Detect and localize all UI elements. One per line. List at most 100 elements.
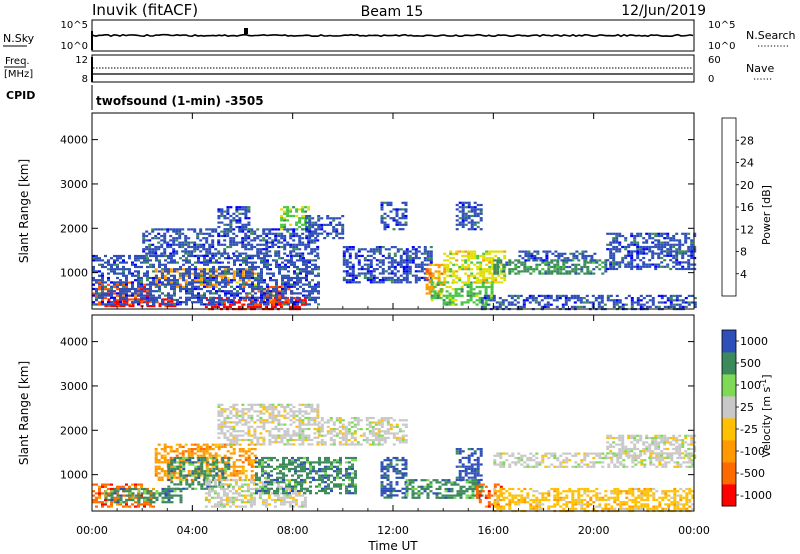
power-cell — [101, 263, 104, 266]
power-cell — [145, 234, 149, 238]
power-cell — [476, 276, 480, 280]
power-cell — [197, 261, 200, 264]
velocity-cell — [291, 487, 294, 490]
velocity-cell — [166, 476, 170, 479]
power-cell — [113, 270, 116, 273]
power-cell — [380, 203, 384, 207]
power-cell — [543, 297, 547, 300]
power-cell — [473, 206, 477, 209]
velocity-cell — [205, 448, 209, 451]
power-cell — [286, 206, 290, 209]
power-cell — [166, 228, 170, 231]
power-cell — [660, 241, 664, 244]
power-cell — [131, 272, 134, 275]
power-colorbar-label: Power [dB] — [760, 185, 773, 245]
power-cell — [387, 272, 391, 275]
power-cell — [384, 257, 388, 260]
power-cell — [206, 272, 209, 275]
velocity-cell — [267, 503, 271, 506]
power-cell — [314, 221, 318, 224]
power-cell — [224, 276, 227, 280]
power-cell — [292, 230, 296, 233]
power-cell — [244, 248, 248, 251]
power-cell — [238, 279, 242, 282]
power-cell — [247, 241, 251, 244]
power-cell — [169, 268, 173, 271]
power-cell — [241, 225, 245, 229]
power-cell — [160, 239, 164, 242]
velocity-cell — [221, 470, 225, 473]
power-cell — [160, 234, 164, 238]
power-cell — [684, 232, 688, 235]
power-cell — [479, 268, 483, 271]
power-cell — [633, 259, 637, 262]
velocity-cell — [205, 452, 209, 455]
power-cell — [639, 248, 643, 251]
velocity-cell — [179, 483, 183, 486]
velocity-cell — [270, 498, 274, 502]
power-cell — [218, 281, 221, 284]
velocity-cell — [194, 472, 198, 475]
power-cell — [173, 290, 176, 293]
power-cell — [470, 225, 474, 229]
power-cell — [113, 292, 116, 295]
power-cell — [351, 272, 355, 275]
power-cell — [624, 256, 628, 260]
power-cell — [390, 246, 394, 249]
velocity-cell — [273, 489, 276, 493]
power-cell — [151, 230, 155, 233]
power-cell — [562, 263, 566, 266]
velocity-cell — [137, 505, 140, 508]
power-cell — [184, 252, 188, 255]
power-cell — [624, 263, 628, 266]
power-cell — [107, 283, 110, 286]
power-cell — [149, 265, 152, 269]
velocity-cell — [202, 461, 206, 464]
power-cell — [184, 248, 188, 251]
velocity-cell — [231, 492, 235, 495]
velocity-cell — [273, 467, 276, 471]
nsearch-label: N.Search — [746, 29, 796, 42]
velocity-cell — [232, 443, 236, 446]
power-cell — [639, 234, 643, 238]
power-cell — [466, 285, 470, 289]
power-cell — [630, 243, 634, 246]
power-cell — [308, 230, 312, 233]
power-cell — [501, 301, 505, 304]
power-cell — [241, 239, 245, 242]
power-cell — [113, 285, 116, 289]
power-cell — [95, 287, 98, 291]
velocity-cell — [244, 470, 248, 473]
power-cell — [122, 300, 126, 303]
power-cell — [449, 261, 453, 264]
power-cell — [454, 303, 458, 306]
power-cell — [149, 298, 152, 302]
power-cell — [369, 270, 373, 273]
power-cell — [485, 276, 489, 280]
power-cell — [284, 283, 287, 286]
velocity-cell — [154, 456, 158, 459]
power-cell — [338, 223, 342, 226]
power-cell — [669, 259, 673, 262]
power-cell — [511, 268, 515, 271]
velocity-cell — [300, 463, 303, 466]
power-cell — [217, 217, 221, 220]
velocity-cell — [261, 472, 264, 475]
power-cell — [481, 285, 485, 289]
velocity-cell — [246, 498, 250, 502]
power-cell — [648, 263, 652, 266]
velocity-cell — [279, 485, 283, 488]
power-cell — [301, 214, 305, 218]
power-cell — [586, 272, 590, 275]
power-cell — [381, 261, 385, 264]
power-cell — [172, 252, 176, 255]
velocity-cell — [119, 485, 122, 488]
power-cell — [236, 254, 239, 258]
velocity-cell — [261, 481, 265, 484]
velocity-cell — [110, 492, 114, 495]
power-cell — [457, 292, 461, 295]
power-cell — [184, 279, 188, 282]
power-cell — [589, 270, 593, 273]
power-cell — [693, 301, 697, 304]
power-cell — [143, 294, 146, 297]
